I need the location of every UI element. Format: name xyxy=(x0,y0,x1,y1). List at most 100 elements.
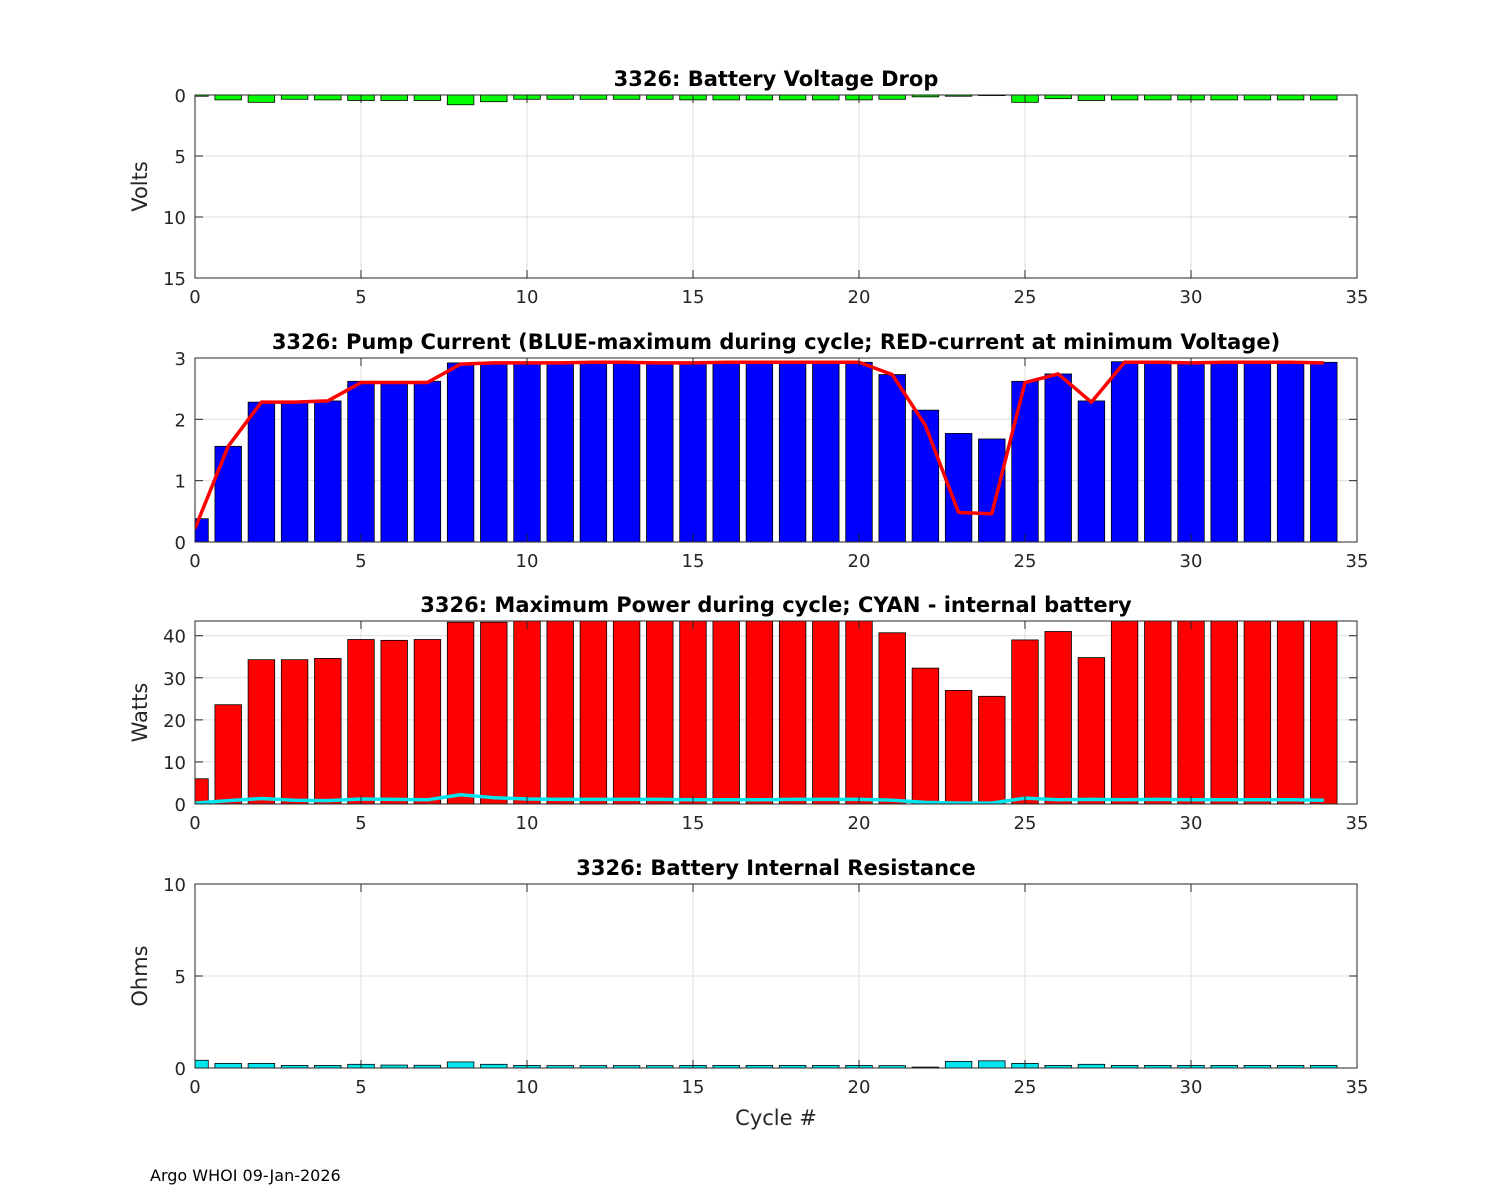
y-tick-label: 0 xyxy=(175,1059,186,1080)
chart-title: 3326: Pump Current (BLUE-maximum during … xyxy=(272,330,1280,354)
bar xyxy=(579,1065,608,1068)
x-tick-label: 15 xyxy=(682,1077,705,1098)
bar xyxy=(911,95,940,98)
bar xyxy=(1110,95,1139,101)
bar xyxy=(712,621,740,804)
footer-credit: Argo WHOI 09-Jan-2026 xyxy=(150,1166,341,1185)
bar xyxy=(579,95,608,100)
bar xyxy=(214,704,242,804)
bar xyxy=(944,690,973,804)
bar xyxy=(646,621,674,804)
bar xyxy=(513,361,541,542)
x-tick-label: 10 xyxy=(516,287,539,308)
x-tick-label: 30 xyxy=(1180,1077,1203,1098)
y-tick-label: 5 xyxy=(175,967,186,988)
axes-box xyxy=(194,94,1358,279)
bar xyxy=(280,95,309,100)
bar xyxy=(1077,400,1106,542)
bar xyxy=(978,1060,1006,1068)
panel-voltage: 0 5 10 15 20 25 30 35 0 5 10 15 3326: Battery Voltag… xyxy=(128,67,1368,308)
y-tick-label: 0 xyxy=(175,795,186,816)
y-tick-label: 10 xyxy=(163,875,186,896)
bar xyxy=(845,621,873,804)
bar xyxy=(1210,361,1238,542)
x-tick-label: 5 xyxy=(355,1077,366,1098)
y-axis-label: Ohms xyxy=(128,945,152,1006)
x-tick-label: 25 xyxy=(1014,551,1037,572)
y-tick-label: 30 xyxy=(163,669,186,690)
x-tick-label: 20 xyxy=(848,1077,871,1098)
y-tick-label: 15 xyxy=(163,269,186,290)
bar xyxy=(1110,361,1139,542)
chart-title: 3326: Maximum Power during cycle; CYAN -… xyxy=(420,593,1132,617)
bar xyxy=(413,639,442,804)
bar xyxy=(1144,360,1172,542)
bar xyxy=(646,361,674,542)
bar xyxy=(413,380,442,542)
bar xyxy=(646,95,674,100)
bar xyxy=(480,95,508,103)
bar xyxy=(1044,631,1072,804)
y-axis-label: Volts xyxy=(128,161,152,212)
x-tick-label: 35 xyxy=(1346,287,1369,308)
bar xyxy=(812,621,840,804)
x-tick-label: 35 xyxy=(1346,551,1369,572)
bar xyxy=(247,95,276,103)
x-tick-label: 5 xyxy=(355,551,366,572)
bar xyxy=(280,659,309,804)
bar xyxy=(314,400,342,542)
x-tick-label: 20 xyxy=(848,813,871,834)
bar xyxy=(380,95,408,101)
bar xyxy=(1310,621,1338,804)
x-tick-label: 0 xyxy=(189,1077,200,1098)
x-tick-label: 30 xyxy=(1180,551,1203,572)
bar xyxy=(280,400,309,542)
x-tick-label: 20 xyxy=(848,551,871,572)
bar xyxy=(247,401,276,542)
bar xyxy=(380,1064,408,1068)
bar xyxy=(612,361,641,542)
bar xyxy=(878,95,906,100)
bar xyxy=(1276,95,1305,101)
bar xyxy=(214,1063,242,1068)
y-tick-label: 10 xyxy=(163,753,186,774)
bar xyxy=(247,1063,276,1068)
bar xyxy=(679,621,707,804)
x-tick-label: 5 xyxy=(355,813,366,834)
bar xyxy=(347,380,375,542)
y-tick-label: 10 xyxy=(163,208,186,229)
bar xyxy=(1144,621,1172,804)
bar xyxy=(314,95,342,101)
x-tick-label: 25 xyxy=(1014,1077,1037,1098)
x-tick-label: 25 xyxy=(1014,287,1037,308)
bar xyxy=(1011,380,1039,542)
bar xyxy=(1011,639,1039,804)
x-tick-label: 25 xyxy=(1014,813,1037,834)
bar xyxy=(546,621,574,804)
bar xyxy=(1310,361,1338,542)
bar xyxy=(878,374,906,542)
bar xyxy=(878,1065,906,1068)
bar xyxy=(1110,621,1139,804)
bar xyxy=(778,361,807,542)
bar xyxy=(1243,95,1272,101)
series-line xyxy=(195,360,1324,530)
bar xyxy=(911,667,940,804)
bar xyxy=(646,1065,674,1068)
bar xyxy=(380,639,408,804)
y-tick-label: 0 xyxy=(175,533,186,554)
bar xyxy=(778,95,807,101)
bar xyxy=(778,621,807,804)
chart-title: 3326: Battery Voltage Drop xyxy=(614,67,939,91)
bar xyxy=(1276,361,1305,542)
bar xyxy=(845,361,873,542)
bar xyxy=(878,632,906,804)
bar xyxy=(413,95,442,101)
bar xyxy=(679,361,707,542)
bar xyxy=(978,695,1006,804)
x-tick-label: 10 xyxy=(516,551,539,572)
x-tick-label: 15 xyxy=(682,813,705,834)
bar xyxy=(480,1063,508,1068)
bar xyxy=(380,381,408,542)
bar xyxy=(480,362,508,542)
